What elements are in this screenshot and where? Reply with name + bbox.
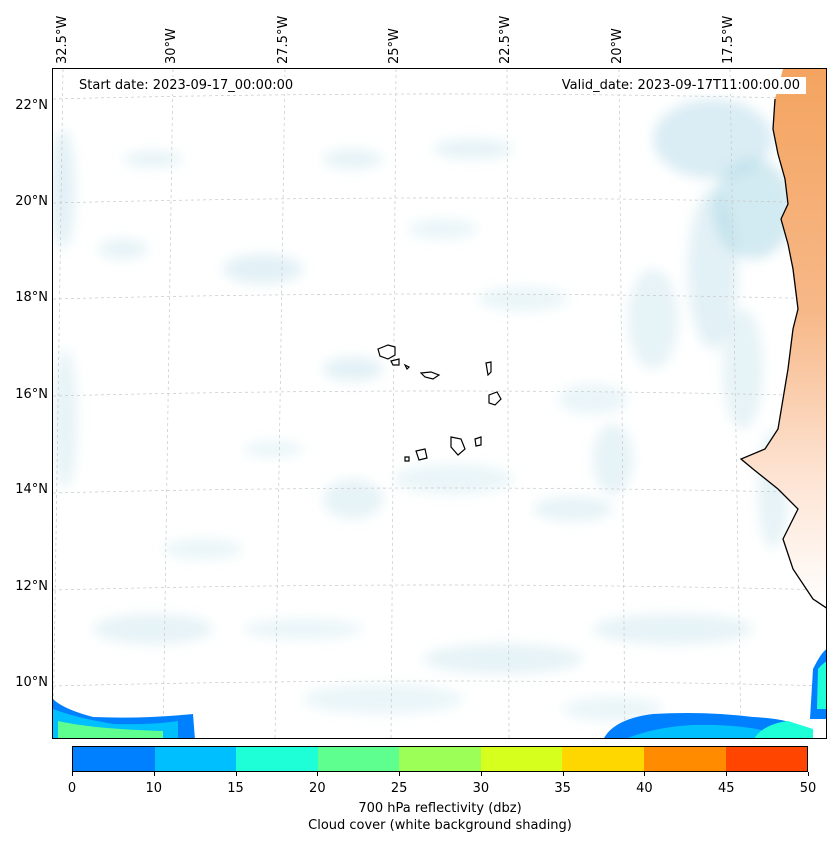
lat-label: 14°N	[15, 482, 48, 497]
colorbar-tick-label: 0	[67, 781, 77, 796]
colorbar-sublabel: Cloud cover (white background shading)	[308, 818, 572, 833]
colorbar-segment	[73, 747, 155, 771]
lon-label: 17.5°W	[721, 15, 736, 64]
colorbar-segment	[154, 747, 237, 771]
colorbar-tickmark	[72, 772, 73, 776]
lat-label: 12°N	[15, 579, 48, 594]
lon-label: 22.5°W	[498, 15, 513, 64]
cloud-cover-shading	[53, 99, 793, 721]
colorbar-tick-label: 45	[717, 781, 735, 796]
colorbar-tickmark	[562, 772, 564, 776]
colorbar-tickmark	[644, 772, 646, 776]
colorbar	[72, 746, 808, 772]
colorbar-tickmark	[153, 772, 155, 776]
colorbar-tick-label: 20	[309, 781, 326, 796]
colorbar-segment	[317, 747, 400, 771]
colorbar-label: 700 hPa reflectivity (dbz)	[358, 801, 522, 816]
cape-verde-islands	[377, 344, 502, 462]
colorbar-tick-label: 40	[636, 781, 653, 796]
lon-label: 27.5°W	[276, 15, 291, 64]
map-canvas	[53, 69, 826, 738]
lat-label: 22°N	[15, 98, 48, 113]
colorbar-tick-label: 10	[145, 781, 163, 796]
colorbar-tickmark	[808, 772, 809, 776]
gridlines	[53, 69, 826, 738]
colorbar-tick-label: 50	[799, 781, 817, 796]
lon-label: 32.5°W	[55, 15, 70, 64]
start-date-label: Start date: 2023-09-17_00:00:00	[73, 77, 300, 94]
lat-label: 10°N	[15, 675, 48, 690]
colorbar-tickmark	[480, 772, 482, 776]
colorbar-segment	[480, 747, 563, 771]
colorbar-segment	[725, 747, 808, 771]
map-panel: Start date: 2023-09-17_00:00:00 Valid_da…	[52, 68, 827, 739]
lat-label: 20°N	[15, 194, 48, 209]
colorbar-tick-label: 35	[554, 781, 571, 796]
colorbar-tick-label: 25	[390, 781, 408, 796]
colorbar-tick-label: 30	[472, 781, 490, 796]
lat-label: 16°N	[15, 387, 48, 402]
colorbar-tickmark	[399, 772, 401, 776]
reflectivity-areas	[53, 649, 826, 738]
colorbar-segment	[562, 747, 644, 771]
colorbar-segment	[399, 747, 481, 771]
colorbar-segment	[643, 747, 726, 771]
colorbar-tickmark	[235, 772, 237, 776]
lon-label: 30°W	[164, 28, 179, 64]
colorbar-segment	[236, 747, 318, 771]
lon-label: 25°W	[387, 28, 402, 64]
africa-landmass	[741, 69, 826, 608]
valid-date-label: Valid_date: 2023-09-17T11:00:00.00	[555, 77, 806, 94]
lon-label: 20°W	[610, 28, 625, 64]
lat-label: 18°N	[15, 290, 48, 305]
colorbar-tickmark	[726, 772, 728, 776]
african-coastline	[739, 98, 826, 609]
colorbar-tick-label: 15	[227, 781, 244, 796]
colorbar-tickmark	[317, 772, 319, 776]
